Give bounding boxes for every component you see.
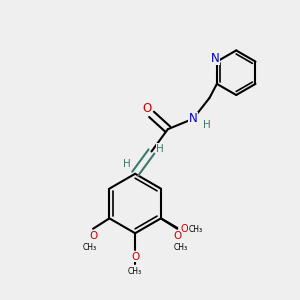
Text: O: O (181, 224, 188, 234)
Text: H: H (203, 120, 211, 130)
Text: CH₃: CH₃ (128, 266, 142, 275)
Text: O: O (89, 231, 97, 241)
Text: N: N (211, 52, 220, 64)
Text: H: H (123, 159, 131, 169)
Text: N: N (189, 112, 197, 125)
Text: CH₃: CH₃ (174, 243, 188, 252)
Text: O: O (173, 231, 182, 241)
Text: CH₃: CH₃ (82, 243, 96, 252)
Text: H: H (156, 143, 164, 154)
Text: O: O (142, 103, 152, 116)
Text: CH₃: CH₃ (189, 225, 203, 234)
Text: O: O (131, 252, 139, 262)
